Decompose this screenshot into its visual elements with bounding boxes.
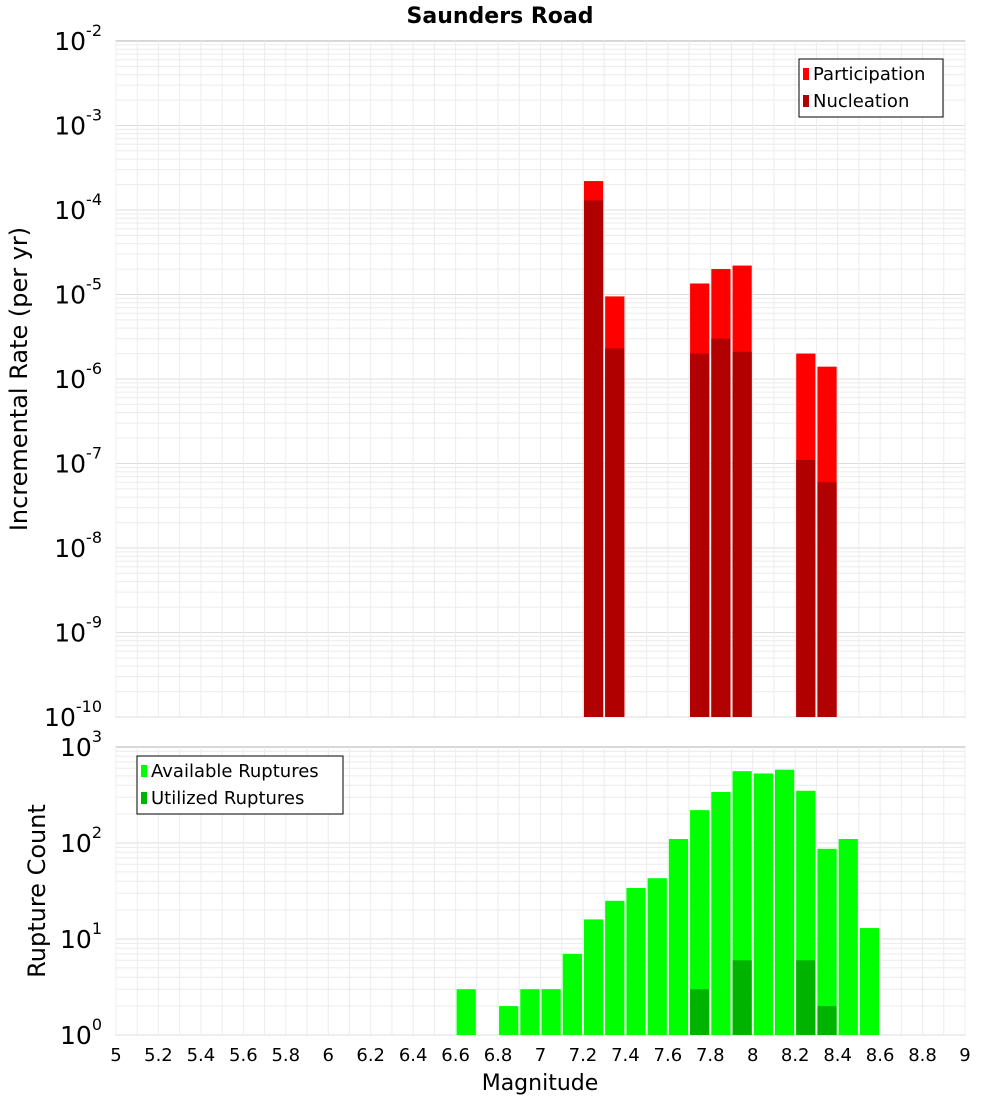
bar [605,900,625,1035]
x-tick-label: 6 [323,1045,334,1066]
x-tick-label: 9 [959,1045,970,1066]
bar [732,351,752,717]
x-tick-label: 6.6 [441,1045,470,1066]
x-tick-label: 8.6 [866,1045,895,1066]
bar [690,810,710,1035]
bar [817,1006,837,1035]
x-tick-label: 8.2 [781,1045,810,1066]
x-tick-label: 8.8 [908,1045,937,1066]
bar [711,338,731,717]
participation-nucleation-panel: 10-2 10-3 10-4 10-5 10-6 10-7 10-8 10-9 10-10 In… [5,21,966,732]
y-tick-label: 10-10 [44,697,102,732]
bar [796,960,816,1035]
legend-swatch [803,95,809,107]
x-tick-label: 7.8 [696,1045,725,1066]
y-axis-label: Incremental Rate (per yr) [5,227,33,531]
legend-swatch [141,792,147,804]
bar [541,989,561,1035]
x-axis-ticks: 5 5.2 5.4 5.6 5.8 6 6.2 6.4 6.6 6.8 7 7.2 7.4 7.6 7.8 8… [110,1045,970,1066]
bar [817,482,837,717]
y-tick-label: 10-6 [54,359,102,394]
bar [732,960,752,1035]
x-tick-label: 7.6 [654,1045,683,1066]
bar [817,848,837,1035]
rupture-count-panel: 103 102 101 100 Rupture Count Available Rup… [23,727,966,1050]
legend-label: Utilized Ruptures [151,788,304,809]
bar [690,353,710,717]
x-tick-label: 5.8 [271,1045,300,1066]
legend: Available Ruptures Utilized Ruptures [136,755,344,815]
bar [668,839,689,1035]
bar [796,460,816,717]
legend-label: Nucleation [813,91,909,112]
bar [583,200,604,718]
chart-title: Saunders Road [407,4,594,29]
legend-label: Participation [813,64,925,85]
y-tick-label: 102 [60,823,102,858]
y-tick-label: 10-9 [54,613,102,648]
bar [456,989,476,1035]
bar [520,989,540,1035]
bar [690,989,710,1035]
y-tick-label: 10-3 [54,106,102,141]
bar [859,928,880,1035]
bar [774,769,795,1035]
y-tick-label: 10-5 [54,275,102,310]
y-axis-ticks: 10-2 10-3 10-4 10-5 10-6 10-7 10-8 10-9 10-10 [44,21,102,732]
legend-swatch [141,765,147,777]
x-axis-label: Magnitude [482,1071,599,1096]
y-axis-label: Rupture Count [23,804,51,978]
y-tick-label: 103 [60,727,102,762]
x-tick-label: 5.4 [187,1045,216,1066]
legend-swatch [803,68,809,80]
bar [753,773,773,1035]
x-tick-label: 7.2 [569,1045,598,1066]
x-tick-label: 7 [535,1045,546,1066]
x-tick-label: 5.2 [144,1045,173,1066]
bar [626,887,646,1035]
bar [647,878,667,1035]
bar [711,791,731,1035]
bar [499,1006,519,1035]
y-tick-label: 100 [60,1015,102,1050]
bar [583,919,604,1035]
x-tick-label: 5 [110,1045,121,1066]
legend: Participation Nucleation [798,58,944,118]
x-tick-label: 6.4 [399,1045,428,1066]
bars [456,769,880,1035]
legend-box [136,755,344,815]
legend-box [798,58,944,118]
x-tick-label: 6.2 [356,1045,385,1066]
y-tick-label: 10-7 [54,444,102,479]
x-tick-label: 8.4 [823,1045,852,1066]
grid [115,41,966,718]
y-tick-label: 101 [60,919,102,954]
bar [562,953,582,1035]
bar [838,839,858,1035]
x-tick-label: 7.4 [611,1045,640,1066]
y-tick-label: 10-2 [54,21,102,56]
bars [583,181,837,718]
x-tick-label: 8 [747,1045,758,1066]
y-tick-label: 10-4 [54,190,102,225]
y-axis-ticks: 103 102 101 100 [60,727,102,1050]
y-tick-label: 10-8 [54,528,102,563]
bar [605,348,625,717]
legend-label: Available Ruptures [151,761,319,782]
x-tick-label: 5.6 [229,1045,258,1066]
x-tick-label: 6.8 [484,1045,513,1066]
